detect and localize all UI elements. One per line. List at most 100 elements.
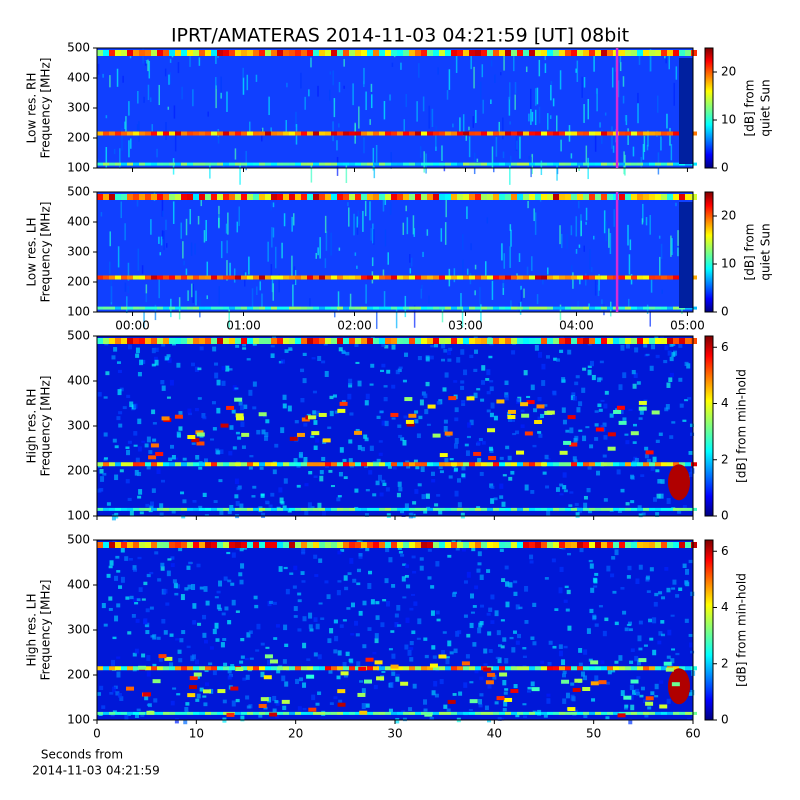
spectrogram-texture: [690, 432, 695, 436]
spectrogram-band: [661, 275, 667, 280]
spectrogram-band: [301, 306, 307, 310]
x-tick-label: 40: [487, 727, 502, 741]
spectrogram-texture: [456, 478, 461, 483]
spectrogram-texture: [651, 410, 660, 415]
spectrogram-band: [661, 131, 667, 136]
spectrogram-texture: [411, 630, 416, 635]
spectrogram-band: [175, 462, 181, 467]
spectrogram-texture: [594, 275, 597, 296]
spectrogram-band: [199, 338, 205, 344]
spectrogram-band: [691, 50, 697, 56]
spectrogram-band: [145, 666, 151, 671]
spectrogram-texture: [153, 698, 158, 703]
spectrogram-texture: [594, 623, 599, 627]
spectrogram-band: [223, 194, 229, 200]
spectrogram-texture: [396, 604, 401, 611]
spectrogram-texture: [655, 439, 660, 443]
spectrogram-texture: [117, 369, 122, 373]
spectrogram-texture: [197, 397, 202, 400]
spectrogram-band: [553, 131, 559, 136]
spectrogram-band: [217, 462, 223, 467]
spectrogram-texture: [478, 703, 483, 708]
spectrogram-texture: [670, 614, 675, 617]
spectrogram-texture: [549, 115, 552, 119]
spectrogram-texture: [567, 349, 572, 355]
spectrogram-texture: [238, 206, 240, 227]
spectrogram-band: [313, 306, 319, 310]
spectrogram-band: [229, 338, 235, 344]
spectrogram-texture: [261, 127, 264, 135]
spectrogram-band: [247, 275, 253, 280]
spectrogram-texture: [476, 388, 481, 391]
spectrogram-texture: [570, 395, 575, 401]
spectrogram-band: [583, 306, 589, 310]
spectrogram-band: [301, 338, 307, 344]
spectrogram-texture: [481, 64, 484, 78]
spectrogram-texture: [158, 657, 163, 662]
spectrogram-band: [601, 194, 607, 200]
spectrogram-band: [355, 162, 361, 166]
spectrogram-texture: [347, 572, 352, 575]
spectrogram-texture: [317, 355, 322, 362]
spectrogram-texture: [413, 459, 418, 464]
spectrogram-band: [601, 306, 607, 310]
spectrogram-band: [193, 50, 199, 56]
spectrogram-texture: [182, 241, 184, 259]
spectrogram-band: [565, 162, 571, 166]
spectrogram-band: [487, 462, 493, 467]
spectrogram-texture: [689, 423, 694, 428]
spectrogram-band: [541, 194, 547, 200]
spectrogram-band: [289, 666, 295, 671]
spectrogram-band: [283, 462, 289, 467]
spectrogram-band: [181, 162, 187, 166]
spectrogram-texture: [181, 86, 183, 100]
spectrogram-texture: [625, 440, 630, 445]
spectrogram-texture: [280, 427, 285, 434]
spectrogram-band: [499, 462, 505, 467]
spectrogram-texture: [149, 501, 154, 507]
spectrogram-band: [331, 711, 337, 715]
spectrogram-texture: [402, 379, 407, 383]
spectrogram-band: [445, 542, 451, 548]
spectrogram-texture: [669, 372, 674, 378]
spectrogram-band: [187, 338, 193, 344]
spectrogram-texture: [492, 674, 497, 680]
spectrogram-band: [133, 338, 139, 344]
spectrogram-band: [253, 711, 259, 715]
spectrogram-texture: [136, 194, 139, 207]
spectrogram-band: [439, 50, 445, 56]
spectrogram-texture: [143, 619, 148, 625]
spectrogram-texture: [502, 474, 507, 477]
spectrogram-band: [337, 666, 343, 671]
spectrogram-texture: [165, 243, 168, 248]
spectrogram-texture: [414, 410, 419, 414]
spectrogram-band: [607, 131, 613, 136]
spectrogram-texture: [337, 650, 342, 656]
spectrogram-band: [295, 306, 301, 310]
spectrogram-texture: [671, 682, 680, 687]
spectrogram-band: [109, 131, 115, 136]
spectrogram-texture: [113, 148, 116, 155]
spectrogram-texture: [512, 630, 517, 634]
spectrogram-texture: [404, 574, 409, 578]
spectrogram-texture: [675, 652, 680, 656]
spectrogram-band: [319, 338, 325, 344]
spectrogram-band: [499, 131, 505, 136]
spectrogram-texture: [265, 646, 270, 649]
spectrogram-texture: [344, 673, 349, 678]
spectrogram-texture: [260, 671, 265, 678]
spectrogram-band: [601, 338, 607, 344]
spectrogram-texture: [367, 583, 372, 589]
spectrogram-band: [631, 666, 637, 671]
x-tick-label: 00:00: [115, 319, 150, 333]
spectrogram-texture: [283, 566, 288, 570]
spectrogram-band: [319, 542, 325, 548]
spectrogram-texture: [368, 470, 373, 475]
spectrogram-texture: [460, 349, 465, 355]
spectrogram-band: [193, 306, 199, 310]
spectrogram-band: [181, 131, 187, 136]
spectrogram-band: [295, 50, 301, 56]
spectrogram-texture: [246, 632, 251, 638]
spectrogram-band: [277, 666, 283, 671]
spectrogram-texture: [176, 584, 181, 589]
